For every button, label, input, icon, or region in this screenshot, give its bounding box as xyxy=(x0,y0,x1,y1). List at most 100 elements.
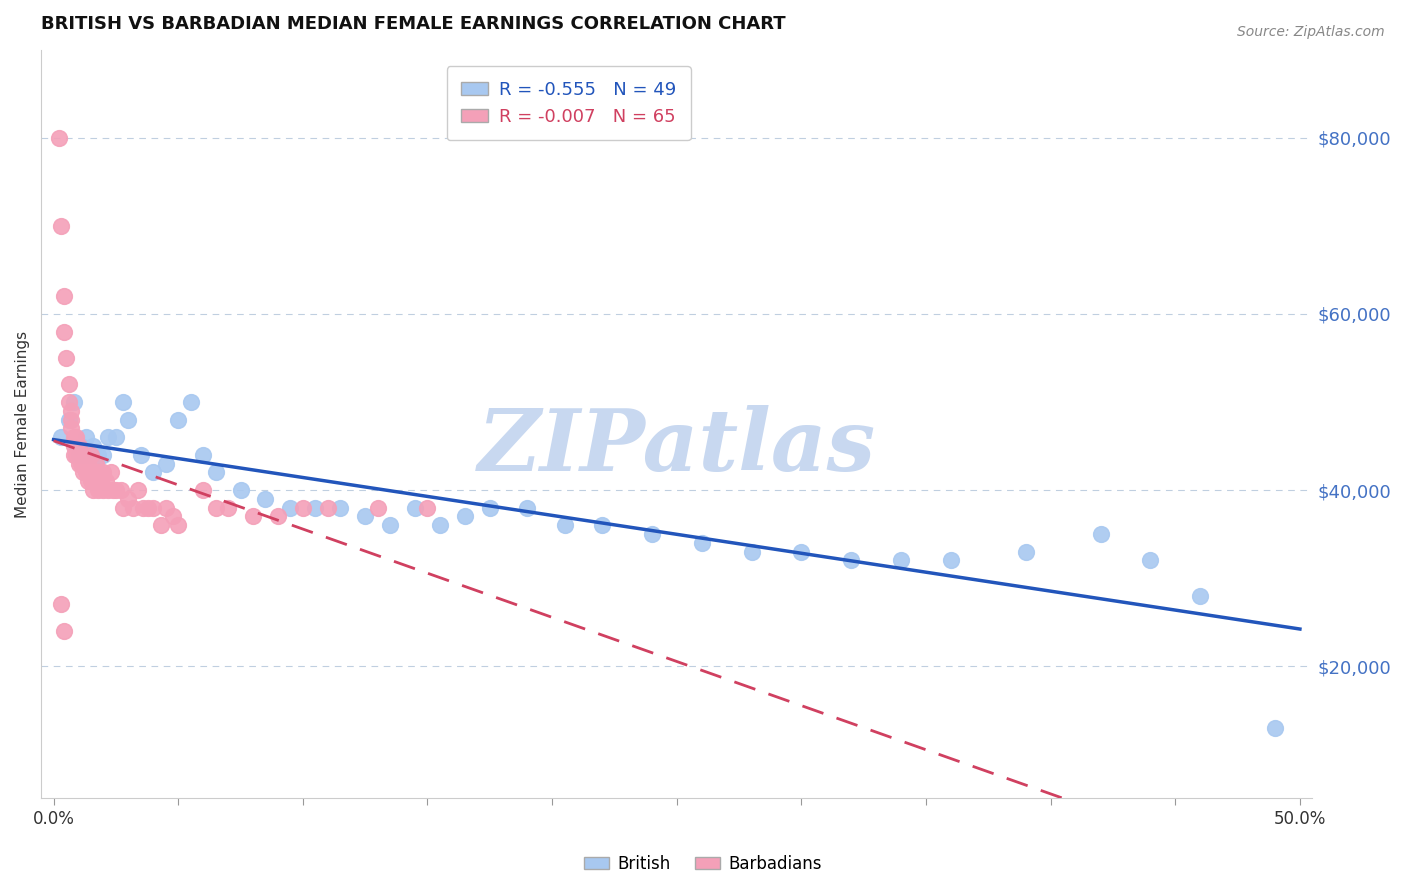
Point xyxy=(136,500,159,515)
Point xyxy=(204,466,226,480)
Y-axis label: Median Female Earnings: Median Female Earnings xyxy=(15,330,30,517)
Point xyxy=(52,289,75,303)
Point xyxy=(367,500,389,515)
Point xyxy=(741,544,763,558)
Point xyxy=(80,466,103,480)
Point xyxy=(65,448,87,462)
Point xyxy=(242,509,264,524)
Point xyxy=(204,500,226,515)
Point xyxy=(280,500,302,515)
Point xyxy=(1139,553,1161,567)
Point xyxy=(104,483,127,497)
Point xyxy=(1264,721,1286,735)
Point xyxy=(75,430,97,444)
Point xyxy=(103,483,125,497)
Point xyxy=(129,448,152,462)
Point xyxy=(82,483,104,497)
Point xyxy=(72,448,94,462)
Point xyxy=(117,412,139,426)
Point xyxy=(1189,589,1212,603)
Text: Source: ZipAtlas.com: Source: ZipAtlas.com xyxy=(1237,25,1385,39)
Point xyxy=(316,500,339,515)
Point xyxy=(155,457,177,471)
Point xyxy=(454,509,477,524)
Point xyxy=(478,500,501,515)
Point xyxy=(591,518,613,533)
Point xyxy=(304,500,326,515)
Point xyxy=(167,412,190,426)
Point xyxy=(77,474,100,488)
Point xyxy=(229,483,252,497)
Point xyxy=(67,448,90,462)
Point xyxy=(97,483,120,497)
Point xyxy=(191,448,214,462)
Point xyxy=(58,377,80,392)
Point xyxy=(890,553,912,567)
Point xyxy=(1090,527,1112,541)
Point xyxy=(416,500,439,515)
Point xyxy=(149,518,172,533)
Text: BRITISH VS BARBADIAN MEDIAN FEMALE EARNINGS CORRELATION CHART: BRITISH VS BARBADIAN MEDIAN FEMALE EARNI… xyxy=(41,15,786,33)
Point xyxy=(62,439,84,453)
Point xyxy=(162,509,184,524)
Point xyxy=(127,483,149,497)
Point xyxy=(82,466,104,480)
Point xyxy=(60,412,83,426)
Point xyxy=(180,395,202,409)
Point xyxy=(1015,544,1038,558)
Point xyxy=(90,474,112,488)
Point xyxy=(378,518,401,533)
Point xyxy=(75,466,97,480)
Point xyxy=(49,219,72,233)
Point xyxy=(191,483,214,497)
Point xyxy=(939,553,962,567)
Point xyxy=(67,439,90,453)
Point xyxy=(641,527,664,541)
Point xyxy=(690,536,713,550)
Point xyxy=(93,448,115,462)
Legend: British, Barbadians: British, Barbadians xyxy=(576,848,830,880)
Point xyxy=(93,466,115,480)
Point xyxy=(72,448,94,462)
Point xyxy=(554,518,576,533)
Point xyxy=(70,457,93,471)
Point xyxy=(65,430,87,444)
Point xyxy=(60,421,83,435)
Point xyxy=(112,500,135,515)
Point xyxy=(167,518,190,533)
Point xyxy=(80,448,103,462)
Point xyxy=(52,325,75,339)
Point xyxy=(122,500,145,515)
Point xyxy=(267,509,290,524)
Point xyxy=(70,439,93,453)
Point xyxy=(60,404,83,418)
Point xyxy=(77,457,100,471)
Point xyxy=(77,448,100,462)
Point xyxy=(87,483,110,497)
Point xyxy=(80,474,103,488)
Point xyxy=(404,500,426,515)
Point xyxy=(142,500,165,515)
Point xyxy=(97,430,120,444)
Point xyxy=(75,457,97,471)
Point xyxy=(94,474,117,488)
Point xyxy=(70,448,93,462)
Point xyxy=(48,131,70,145)
Point xyxy=(72,466,94,480)
Point xyxy=(110,483,132,497)
Point xyxy=(67,448,90,462)
Point xyxy=(87,466,110,480)
Point xyxy=(217,500,239,515)
Point xyxy=(55,351,77,365)
Point xyxy=(100,466,122,480)
Point xyxy=(291,500,314,515)
Point xyxy=(62,430,84,444)
Point xyxy=(516,500,538,515)
Point xyxy=(62,395,84,409)
Point xyxy=(155,500,177,515)
Point xyxy=(142,466,165,480)
Point xyxy=(87,448,110,462)
Point xyxy=(58,395,80,409)
Point xyxy=(49,430,72,444)
Point xyxy=(117,491,139,506)
